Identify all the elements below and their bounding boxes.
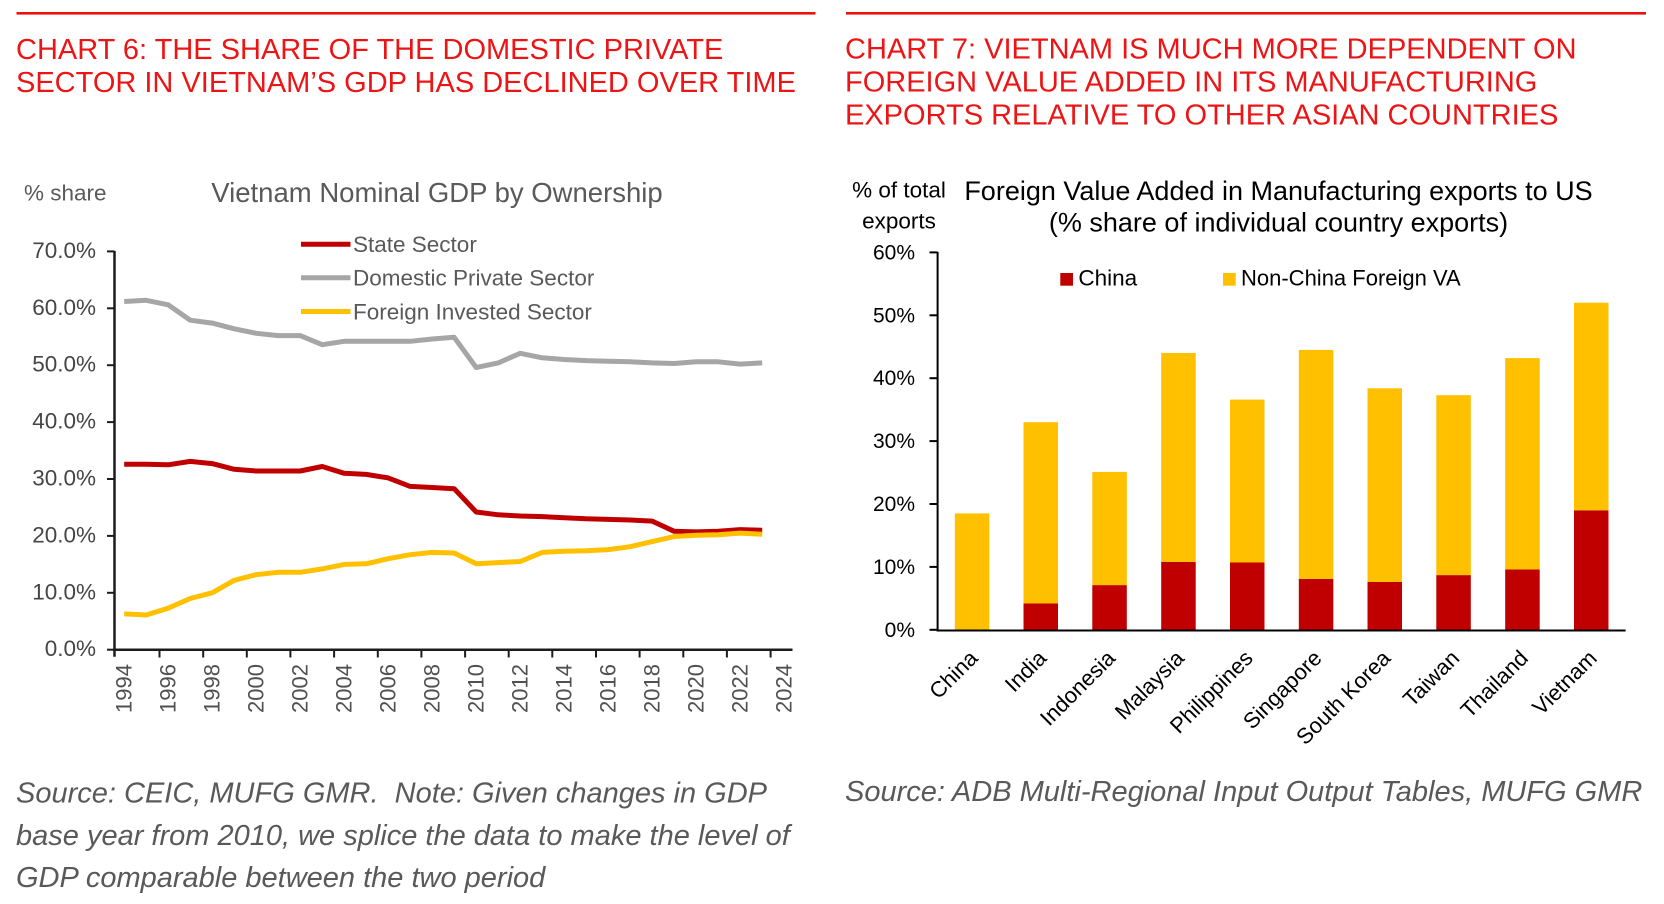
svg-text:0.0%: 0.0% <box>45 636 96 661</box>
svg-text:Source: CEIC, MUFG GMR. Note:: Source: CEIC, MUFG GMR. Note: Given chan… <box>16 778 768 810</box>
svg-text:exports: exports <box>862 209 936 234</box>
svg-text:70.0%: 70.0% <box>32 238 96 263</box>
svg-text:50%: 50% <box>873 304 915 327</box>
svg-text:2006: 2006 <box>376 664 401 713</box>
svg-text:1994: 1994 <box>112 664 137 713</box>
svg-text:2022: 2022 <box>728 664 753 713</box>
svg-text:2014: 2014 <box>552 664 577 713</box>
svg-text:0%: 0% <box>885 619 915 642</box>
svg-text:CHART 7: VIETNAM IS MUCH MORE: CHART 7: VIETNAM IS MUCH MORE DEPENDENT … <box>845 34 1577 66</box>
svg-text:10%: 10% <box>873 556 915 579</box>
svg-text:SECTOR IN VIETNAM’S GDP HAS DE: SECTOR IN VIETNAM’S GDP HAS DECLINED OVE… <box>16 67 796 99</box>
svg-text:2016: 2016 <box>596 664 621 713</box>
svg-text:Foreign Value Added in Manufac: Foreign Value Added in Manufacturing exp… <box>964 176 1592 206</box>
svg-text:1996: 1996 <box>156 664 181 713</box>
svg-text:% of total: % of total <box>852 178 946 203</box>
svg-text:Source: ADB Multi-Regional Inp: Source: ADB Multi-Regional Input Output … <box>845 776 1642 808</box>
svg-text:30%: 30% <box>873 430 915 453</box>
svg-text:20.0%: 20.0% <box>32 522 96 547</box>
svg-text:2010: 2010 <box>464 664 489 713</box>
svg-text:2024: 2024 <box>772 664 797 713</box>
svg-text:40%: 40% <box>873 367 915 390</box>
svg-text:Foreign Invested Sector: Foreign Invested Sector <box>353 299 592 324</box>
svg-text:Vietnam Nominal GDP by Ownersh: Vietnam Nominal GDP by Ownership <box>211 177 662 208</box>
svg-text:2018: 2018 <box>640 664 665 713</box>
svg-text:State Sector: State Sector <box>353 232 477 257</box>
svg-text:GDP comparable between the two: GDP comparable between the two period <box>16 862 546 894</box>
svg-text:China: China <box>1078 266 1137 291</box>
svg-text:2008: 2008 <box>420 664 445 713</box>
svg-text:2004: 2004 <box>332 664 357 713</box>
svg-text:base year from 2010, we splice: base year from 2010, we splice the data … <box>16 820 793 852</box>
svg-text:% share: % share <box>24 181 107 206</box>
svg-text:1998: 1998 <box>200 664 225 713</box>
svg-text:20%: 20% <box>873 493 915 516</box>
svg-text:2020: 2020 <box>684 664 709 713</box>
svg-text:EXPORTS RELATIVE TO OTHER ASIA: EXPORTS RELATIVE TO OTHER ASIAN COUNTRIE… <box>845 100 1558 132</box>
svg-text:30.0%: 30.0% <box>32 466 96 491</box>
svg-text:50.0%: 50.0% <box>32 352 96 377</box>
svg-text:2000: 2000 <box>244 664 269 713</box>
svg-text:(% share of individual country: (% share of individual country exports) <box>1049 208 1508 238</box>
svg-text:Domestic Private Sector: Domestic Private Sector <box>353 266 595 291</box>
svg-text:Non-China Foreign VA: Non-China Foreign VA <box>1241 266 1461 291</box>
svg-text:2012: 2012 <box>508 664 533 713</box>
svg-text:CHART 6: THE SHARE OF THE DOME: CHART 6: THE SHARE OF THE DOMESTIC PRIVA… <box>16 34 723 66</box>
svg-text:FOREIGN VALUE ADDED IN ITS MAN: FOREIGN VALUE ADDED IN ITS MANUFACTURING <box>845 67 1537 99</box>
svg-text:60.0%: 60.0% <box>32 295 96 320</box>
svg-text:2002: 2002 <box>288 664 313 713</box>
svg-text:40.0%: 40.0% <box>32 409 96 434</box>
svg-text:60%: 60% <box>873 241 915 264</box>
svg-text:10.0%: 10.0% <box>32 579 96 604</box>
